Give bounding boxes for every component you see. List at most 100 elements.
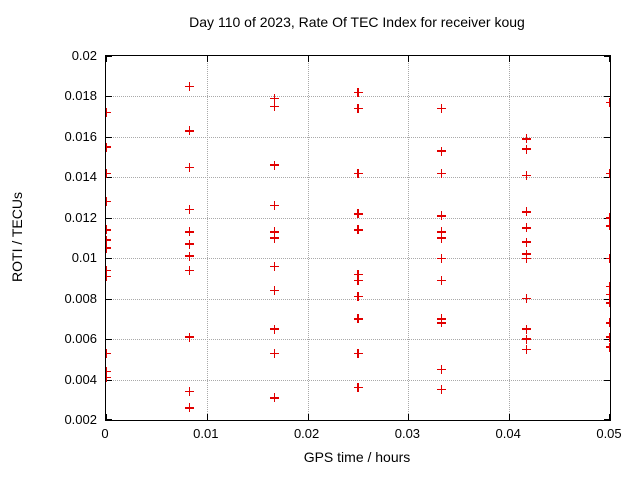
data-point-marker: [605, 282, 610, 292]
x-tick-label: 0.02: [293, 426, 320, 441]
marker-vertical-bar: [357, 168, 359, 178]
marker-vertical-bar: [273, 348, 276, 358]
data-point-marker: [521, 324, 531, 334]
marker-vertical-bar: [188, 126, 191, 136]
data-point-marker: [353, 383, 363, 393]
data-point-marker: [185, 81, 195, 91]
marker-vertical-bar: [525, 223, 528, 233]
data-point-marker: [106, 373, 111, 383]
axis-tick: [604, 298, 610, 300]
marker-vertical-bar: [440, 385, 443, 395]
data-point-marker: [437, 275, 447, 285]
data-point-marker: [106, 142, 111, 152]
y-tick-label: 0.002: [64, 412, 97, 427]
axis-tick: [106, 258, 112, 260]
marker-vertical-bar: [106, 235, 107, 245]
marker-vertical-bar: [440, 364, 443, 374]
data-point-marker: [437, 385, 447, 395]
data-point-marker: [269, 102, 279, 112]
marker-vertical-bar: [273, 160, 276, 170]
marker-vertical-bar: [188, 403, 191, 413]
marker-vertical-bar: [525, 294, 528, 304]
axis-tick: [609, 414, 610, 420]
plot-area: [105, 55, 611, 421]
data-point-marker: [521, 134, 531, 144]
y-tick-label: 0.01: [71, 250, 97, 266]
marker-vertical-bar: [357, 314, 359, 324]
data-point-marker: [269, 286, 279, 296]
data-point-marker: [353, 348, 363, 358]
marker-vertical-bar: [357, 209, 359, 219]
data-point-marker: [353, 104, 363, 114]
marker-vertical-bar: [188, 81, 191, 91]
axis-tick: [408, 56, 410, 62]
marker-vertical-bar: [188, 251, 191, 261]
data-point-marker: [269, 93, 279, 103]
marker-vertical-bar: [609, 290, 610, 300]
data-point-marker: [185, 403, 195, 413]
marker-horizontal-bar: [106, 247, 111, 249]
data-point-marker: [185, 205, 195, 215]
marker-vertical-bar: [188, 387, 191, 397]
marker-vertical-bar: [357, 292, 359, 302]
data-point-marker: [269, 227, 279, 237]
marker-vertical-bar: [609, 342, 610, 352]
marker-vertical-bar: [440, 146, 443, 156]
data-point-marker: [353, 168, 363, 178]
marker-vertical-bar: [106, 142, 107, 152]
marker-vertical-bar: [525, 334, 528, 344]
x-axis-label: GPS time / hours: [303, 449, 411, 465]
marker-vertical-bar: [106, 243, 107, 253]
data-point-marker: [605, 342, 610, 352]
axis-tick: [106, 96, 112, 98]
marker-horizontal-bar: [106, 370, 111, 373]
marker-vertical-bar: [609, 168, 610, 178]
marker-vertical-bar: [609, 213, 610, 223]
y-tick-label: 0.008: [64, 290, 97, 306]
data-point-marker: [605, 221, 610, 231]
marker-horizontal-bar: [106, 111, 111, 114]
marker-horizontal-bar: [605, 172, 610, 175]
marker-vertical-bar: [440, 227, 443, 237]
axis-tick: [106, 177, 112, 179]
marker-vertical-bar: [106, 225, 107, 235]
data-point-marker: [521, 294, 531, 304]
data-point-marker: [521, 207, 531, 217]
data-point-marker: [269, 160, 279, 170]
y-axis-label: ROTI / TECUs: [9, 192, 25, 282]
marker-vertical-bar: [188, 332, 191, 342]
axis-tick: [408, 414, 410, 420]
marker-horizontal-bar: [605, 302, 610, 304]
axis-tick: [106, 56, 112, 57]
marker-horizontal-bar: [106, 376, 111, 379]
y-tick-label: 0.012: [64, 209, 97, 225]
marker-horizontal-bar: [106, 146, 111, 148]
marker-horizontal-bar: [605, 101, 610, 104]
data-point-marker: [106, 265, 111, 275]
data-point-marker: [521, 344, 531, 354]
marker-vertical-bar: [525, 253, 528, 263]
data-point-marker: [437, 146, 447, 156]
marker-horizontal-bar: [605, 336, 610, 338]
marker-vertical-bar: [188, 162, 191, 172]
marker-vertical-bar: [106, 197, 107, 207]
data-point-marker: [437, 227, 447, 237]
marker-vertical-bar: [106, 168, 107, 178]
data-point-marker: [185, 126, 195, 136]
marker-vertical-bar: [525, 170, 528, 180]
marker-horizontal-bar: [106, 200, 111, 203]
marker-vertical-bar: [273, 102, 276, 112]
axis-tick: [604, 379, 610, 381]
marker-vertical-bar: [357, 87, 359, 97]
data-point-marker: [106, 108, 111, 118]
grid-line-horizontal: [106, 258, 610, 260]
marker-horizontal-bar: [605, 322, 610, 324]
grid-line-vertical: [206, 56, 208, 420]
marker-horizontal-bar: [605, 346, 610, 348]
marker-vertical-bar: [106, 271, 107, 281]
axis-tick: [307, 414, 309, 420]
axis-tick: [604, 56, 610, 57]
marker-horizontal-bar: [106, 239, 111, 241]
grid-line-horizontal: [106, 96, 610, 98]
marker-vertical-bar: [273, 286, 276, 296]
